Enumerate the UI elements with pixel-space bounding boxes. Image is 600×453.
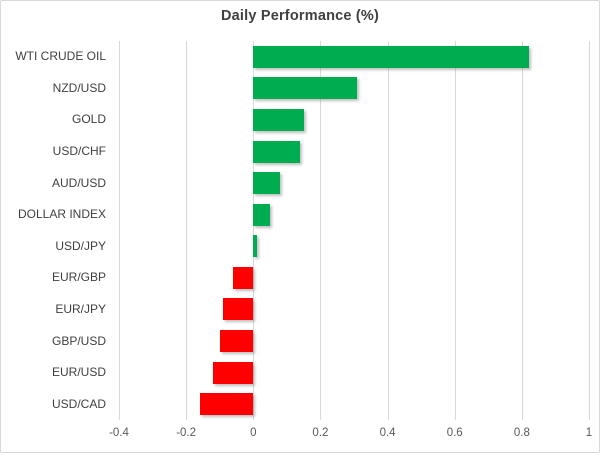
bar-usd-cad	[199, 393, 254, 416]
bar-wti-crude-oil	[253, 45, 529, 68]
x-tick-label: 0.2	[312, 427, 329, 439]
bar-dollar-index	[253, 203, 271, 226]
gridline	[253, 41, 255, 420]
x-tick-label: 0.6	[446, 427, 463, 439]
gridline	[320, 41, 322, 420]
bar-usd-jpy	[253, 235, 257, 258]
category-label: EUR/USD	[51, 365, 106, 380]
x-tick-label: 0.8	[513, 427, 530, 439]
category-label: EUR/GBP	[51, 270, 106, 285]
category-label: DOLLAR INDEX	[17, 207, 106, 222]
bar-aud-usd	[253, 172, 281, 195]
category-label: USD/CAD	[51, 396, 106, 411]
x-tick-label: 0.4	[379, 427, 396, 439]
bar-nzd-usd	[253, 77, 358, 100]
bar-usd-chf	[253, 140, 301, 163]
gridline	[387, 41, 389, 420]
category-label: USD/JPY	[55, 238, 106, 253]
category-label: NZD/USD	[52, 80, 106, 95]
bar-gold	[253, 108, 304, 131]
category-axis: WTI CRUDE OIL NZD/USD GOLD USD/CHF AUD/USD DO…	[1, 41, 106, 420]
x-tick-label: -0.2	[176, 427, 197, 439]
gridline	[119, 41, 120, 420]
value-axis: -0.4 -0.2 0 0.2 0.4 0.6 0.8 1	[1, 427, 599, 445]
x-tick-label: 1	[585, 427, 593, 439]
category-label: AUD/USD	[51, 175, 106, 190]
category-label: WTI CRUDE OIL	[15, 49, 106, 64]
plot-area	[119, 41, 590, 420]
category-label: EUR/JPY	[55, 301, 106, 316]
gridline	[521, 41, 523, 420]
category-label: USD/CHF	[52, 144, 106, 159]
bar-eur-jpy	[223, 298, 254, 321]
bar-eur-usd	[213, 361, 254, 384]
category-label: GBP/USD	[51, 333, 106, 348]
category-label: GOLD	[71, 112, 106, 127]
gridline	[186, 41, 188, 420]
chart-title: Daily Performance (%)	[220, 8, 380, 24]
x-tick-label: -0.4	[109, 427, 129, 439]
bar-eur-gbp	[233, 266, 254, 289]
x-tick-label: 0	[250, 427, 257, 439]
gridline	[589, 41, 590, 420]
gridline	[454, 41, 456, 420]
bar-gbp-usd	[219, 330, 254, 353]
